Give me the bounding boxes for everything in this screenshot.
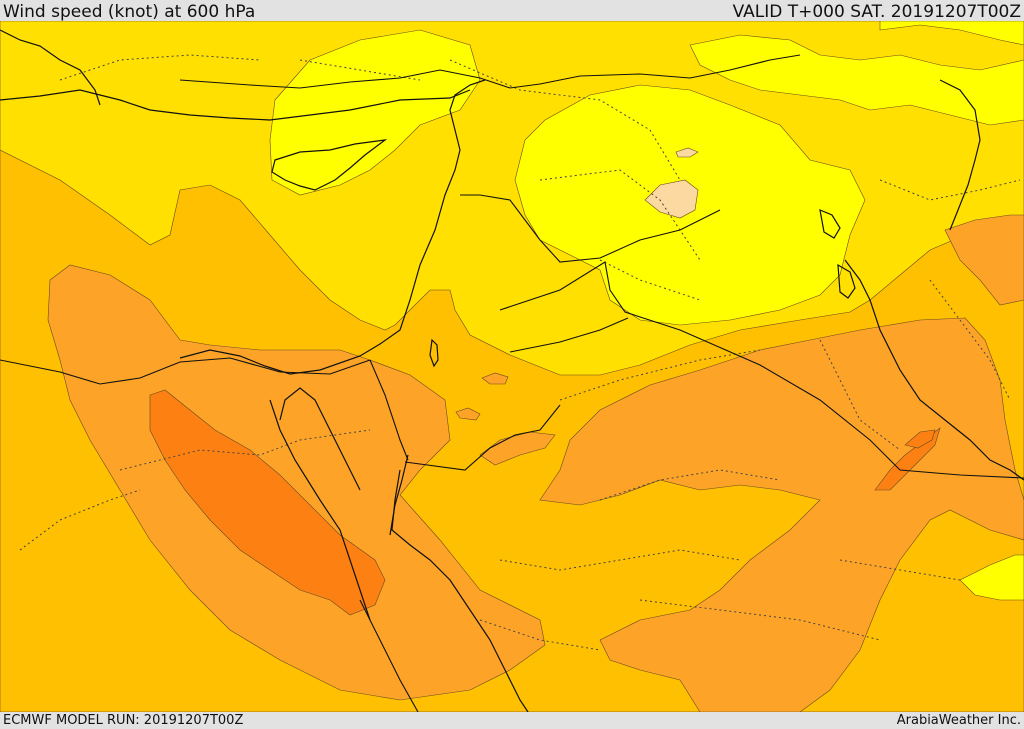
field-light-orange-blob-2 (455, 407, 481, 421)
footer-bar: ECMWF MODEL RUN: 20191207T00Z ArabiaWeat… (0, 712, 1024, 729)
field-yellow-anatolia (689, 34, 1024, 126)
field-light-orange-red-sea (47, 264, 546, 701)
field-orange-blip (904, 429, 936, 449)
map-title: Wind speed (knot) at 600 hPa (3, 2, 256, 22)
field-peach-spot (644, 179, 699, 219)
field-light-orange-arabia (539, 317, 1024, 712)
field-orange-red-sea-jet (149, 389, 386, 616)
coastlines (0, 29, 1024, 712)
valid-time: VALID T+000 SAT. 20191207T00Z (732, 2, 1021, 22)
field-peach-spot-2 (675, 147, 699, 158)
map-canvas (0, 21, 1024, 712)
header-bar: Wind speed (knot) at 600 hPa VALID T+000… (0, 0, 1024, 22)
field-yellow-gulf (959, 554, 1024, 601)
field-light-orange-iran (944, 214, 1024, 306)
field-yellow-caucasus (879, 21, 1024, 46)
country-borders (0, 54, 1024, 712)
field-yellow-levant (269, 29, 481, 196)
field-light-orange-blob (481, 372, 509, 385)
weather-map (0, 21, 1024, 712)
credit: ArabiaWeather Inc. (896, 713, 1021, 728)
model-run: ECMWF MODEL RUN: 20191207T00Z (3, 713, 244, 728)
field-light-orange-bahrain (479, 431, 556, 466)
